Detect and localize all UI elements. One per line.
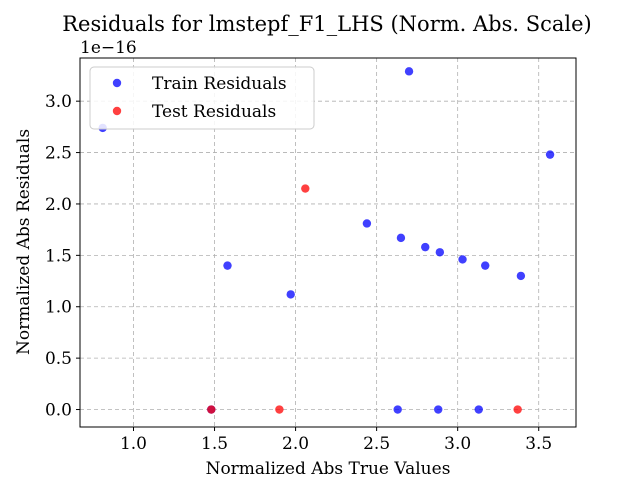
y-tick-label: 0.0 — [45, 401, 72, 421]
y-tick-label: 1.5 — [45, 246, 72, 266]
train-residual-point — [362, 219, 372, 228]
train-residual-point — [516, 271, 526, 281]
train-residual-point — [421, 242, 430, 252]
x-axis-label: Normalized Abs True Values — [206, 459, 451, 479]
axis-ticks: 1.0 1.5 2.0 2.5 3.0 3.5 0.0 0.5 1.0 1.5 2.0 2.5 3.0 — [45, 92, 552, 454]
train-residual-point — [393, 405, 402, 414]
x-tick-label: 3.5 — [525, 434, 552, 454]
train-residual-point — [434, 405, 443, 414]
train-residual-point — [545, 150, 555, 159]
y-axis-label: Normalized Abs Residuals — [14, 129, 34, 355]
y-tick-label: 1.0 — [45, 298, 72, 318]
legend-marker — [112, 78, 122, 88]
train-residual-point — [435, 248, 445, 257]
y-tick-label: 3.0 — [45, 92, 72, 112]
train-residual-point — [286, 290, 295, 299]
test-residual-point — [275, 405, 284, 414]
legend-marker — [112, 106, 122, 116]
x-tick-label: 1.5 — [201, 434, 228, 454]
chart-title: Residuals for lmstepf_F1_LHS (Norm. Abs.… — [62, 12, 592, 36]
test-residual-point — [513, 405, 522, 414]
plot-frame — [79, 57, 577, 428]
test-residual-point — [207, 405, 216, 414]
train-residual-point — [404, 67, 414, 76]
y-offset-label: 1e−16 — [80, 38, 137, 58]
legend-box — [89, 66, 315, 130]
x-tick-label: 3.0 — [444, 434, 471, 454]
train-residual-point — [458, 255, 467, 264]
grid — [80, 58, 576, 427]
data-points — [98, 67, 555, 414]
train-residual-point — [474, 405, 483, 414]
x-tick-label: 2.0 — [282, 434, 309, 454]
y-tick-label: 0.5 — [45, 349, 72, 369]
legend-label: Test Residuals — [152, 102, 276, 122]
train-residual-point — [396, 233, 406, 243]
legend-label: Train Residuals — [152, 74, 287, 94]
x-tick-label: 2.5 — [363, 434, 390, 454]
y-tick-label: 2.0 — [45, 195, 72, 215]
train-residual-point — [481, 261, 490, 270]
x-tick-label: 1.0 — [120, 434, 147, 454]
legend: Train Residuals Test Residuals — [89, 66, 315, 130]
test-residual-point — [301, 184, 310, 193]
train-residual-point — [223, 261, 232, 270]
y-tick-label: 2.5 — [45, 144, 72, 164]
